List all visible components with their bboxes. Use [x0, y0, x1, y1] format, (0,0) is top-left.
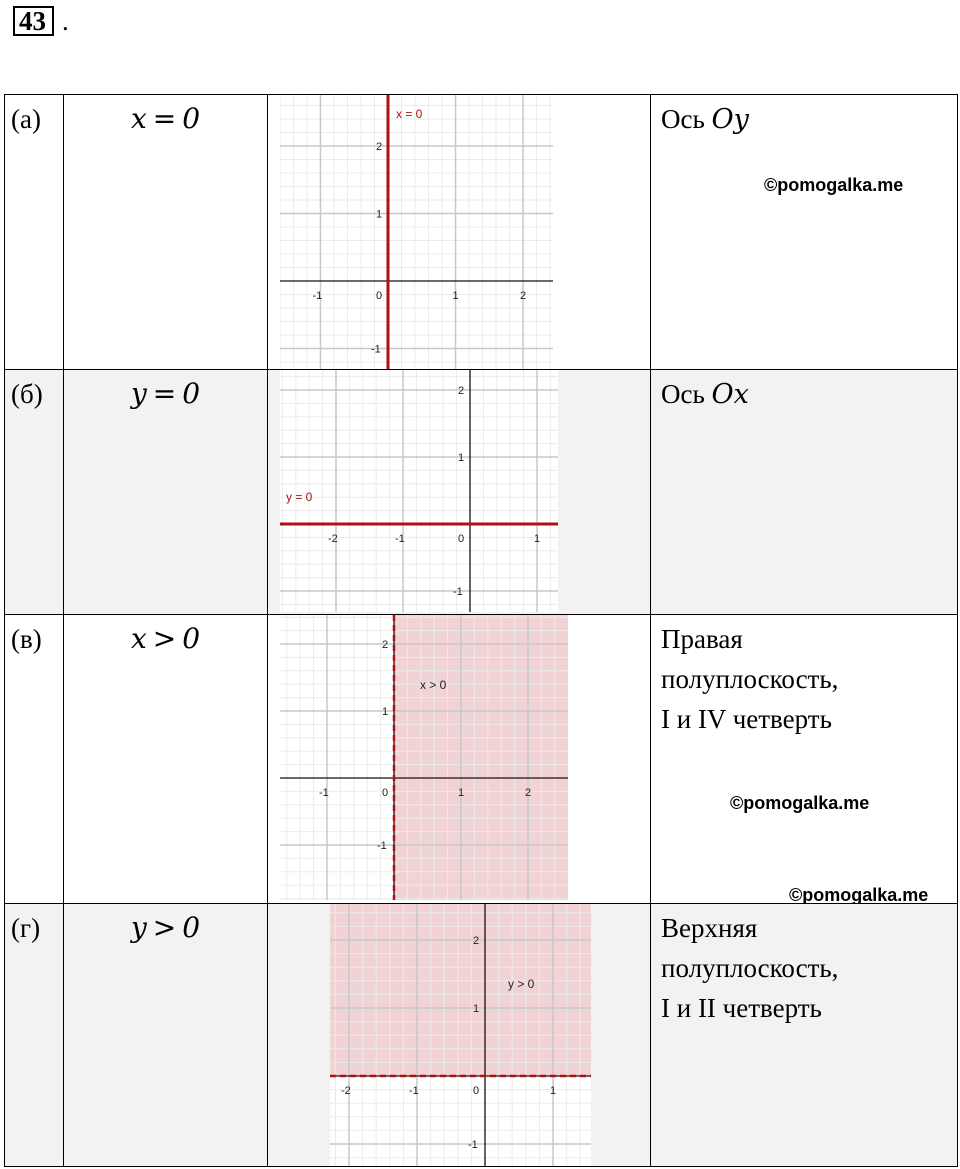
line-label: x = 0	[396, 107, 423, 121]
formula: y = 0	[131, 377, 200, 410]
graph-y-gt-0: -2 -1 0 1 2 1 -1 y > 0	[330, 904, 591, 1166]
x-tick-label: 0	[473, 1085, 479, 1097]
description-cell: Верхняя полуплоскость, I и II четверть	[650, 903, 958, 1167]
formula-rhs: 0	[182, 911, 201, 944]
formula-lhs: y	[130, 377, 147, 410]
x-tick-label: 1	[550, 1085, 556, 1097]
formula-op: =	[152, 102, 177, 135]
y-tick-label: 1	[382, 706, 388, 718]
x-tick-label: 1	[453, 290, 459, 302]
x-tick-label: 0	[382, 787, 388, 799]
formula-lhs: x	[130, 102, 147, 135]
axis-name: Oy	[711, 104, 749, 135]
axis-name: Ox	[711, 379, 749, 410]
graph-cell: -2 -1 0 1 2 1 -1 y = 0	[267, 369, 651, 615]
description-line: полуплоскость,	[661, 664, 839, 694]
row-label: (г)	[4, 903, 64, 1167]
y-tick-label: -1	[468, 1139, 478, 1151]
region-label: x > 0	[420, 678, 447, 692]
formula-op: >	[152, 911, 177, 944]
x-tick-label: 2	[525, 787, 531, 799]
formula-cell: x >0	[63, 614, 268, 904]
x-tick-label: -1	[395, 533, 405, 545]
row-label: (а)	[4, 94, 64, 370]
formula-cell: x = 0	[63, 94, 268, 370]
task-number-dot: .	[62, 6, 69, 36]
x-tick-label: 0	[376, 290, 382, 302]
shaded-region	[394, 615, 568, 900]
table-row: (г) y >0 -2 -1 0 1 2 1 -1 y > 0 Верхняя полуплос…	[4, 903, 958, 1167]
table-row: (а) x = 0 -1 0 1 2 2 1 -1 x = 0 Ось Oy ©pomogalka…	[4, 94, 958, 370]
watermark: ©pomogalka.me	[764, 175, 904, 195]
x-tick-label: 1	[458, 787, 464, 799]
row-label: (б)	[4, 369, 64, 615]
description-line: Верхняя	[661, 913, 758, 943]
x-tick-label: -1	[313, 290, 323, 302]
y-tick-label: -1	[371, 344, 381, 356]
x-tick-label: 1	[534, 533, 540, 545]
table-row: (б) y = 0 -2 -1 0 1 2 1 -1 y = 0 Ось Ox	[4, 369, 958, 615]
formula: x >0	[131, 622, 200, 655]
y-tick-label: 1	[458, 452, 464, 464]
y-tick-label: 1	[473, 1003, 479, 1015]
region-label: y > 0	[508, 977, 535, 991]
y-tick-label: 2	[473, 935, 479, 947]
formula-rhs: 0	[182, 377, 201, 410]
description-line: I и II четверть	[661, 993, 822, 1023]
formula-rhs: 0	[182, 102, 201, 135]
graph-background	[280, 370, 558, 612]
description-cell: Ось Oy ©pomogalka.me	[650, 94, 958, 370]
graph-cell: -1 0 1 2 2 1 -1 x > 0	[267, 614, 651, 904]
formula-lhs: x	[130, 622, 147, 655]
graph-x-gt-0: -1 0 1 2 2 1 -1 x > 0	[280, 615, 568, 900]
answer-table: (а) x = 0 -1 0 1 2 2 1 -1 x = 0 Ось Oy ©pomogalka…	[4, 94, 958, 1167]
x-tick-label: 2	[520, 290, 526, 302]
graph-y-eq-0: -2 -1 0 1 2 1 -1 y = 0	[280, 370, 558, 612]
y-tick-label: 2	[376, 141, 382, 153]
formula-lhs: y	[130, 911, 147, 944]
formula: y >0	[131, 911, 200, 944]
table-row: (в) x >0 -1 0 1 2 2 1 -1 x > 0 Правая полуплоско…	[4, 614, 958, 905]
x-tick-label: -2	[328, 533, 338, 545]
description-cell: Ось Ox	[650, 369, 958, 615]
watermark: ©pomogalka.me	[730, 793, 870, 813]
description-line: I и IV четверть	[661, 704, 832, 734]
x-tick-label: -2	[341, 1085, 351, 1097]
formula-rhs: 0	[182, 622, 201, 655]
description-line: Правая	[661, 624, 743, 654]
description: Ось Ox	[661, 379, 749, 410]
task-number: 43	[13, 6, 54, 36]
formula: x = 0	[131, 102, 200, 135]
y-tick-label: 1	[376, 209, 382, 221]
row-label: (в)	[4, 614, 64, 904]
y-tick-label: 2	[382, 639, 388, 651]
formula-cell: y >0	[63, 903, 268, 1167]
graph-x-eq-0: -1 0 1 2 2 1 -1 x = 0	[280, 95, 553, 369]
x-tick-label: -1	[319, 787, 329, 799]
x-tick-label: -1	[409, 1085, 419, 1097]
x-tick-label: 0	[458, 533, 464, 545]
formula-cell: y = 0	[63, 369, 268, 615]
graph-cell: -1 0 1 2 2 1 -1 x = 0	[267, 94, 651, 370]
y-tick-label: -1	[453, 586, 463, 598]
shaded-region	[330, 904, 591, 1076]
graph-cell: -2 -1 0 1 2 1 -1 y > 0	[267, 903, 651, 1167]
formula-op: >	[152, 622, 177, 655]
description: Ось Oy	[661, 104, 749, 135]
watermark: ©pomogalka.me	[789, 885, 929, 905]
description-cell: Правая полуплоскость, I и IV четверть ©p…	[650, 614, 958, 905]
y-tick-label: 2	[458, 385, 464, 397]
description-line: полуплоскость,	[661, 953, 839, 983]
graph-background	[280, 95, 553, 369]
y-tick-label: -1	[377, 840, 387, 852]
formula-op: =	[152, 377, 177, 410]
line-label: y = 0	[286, 490, 313, 504]
